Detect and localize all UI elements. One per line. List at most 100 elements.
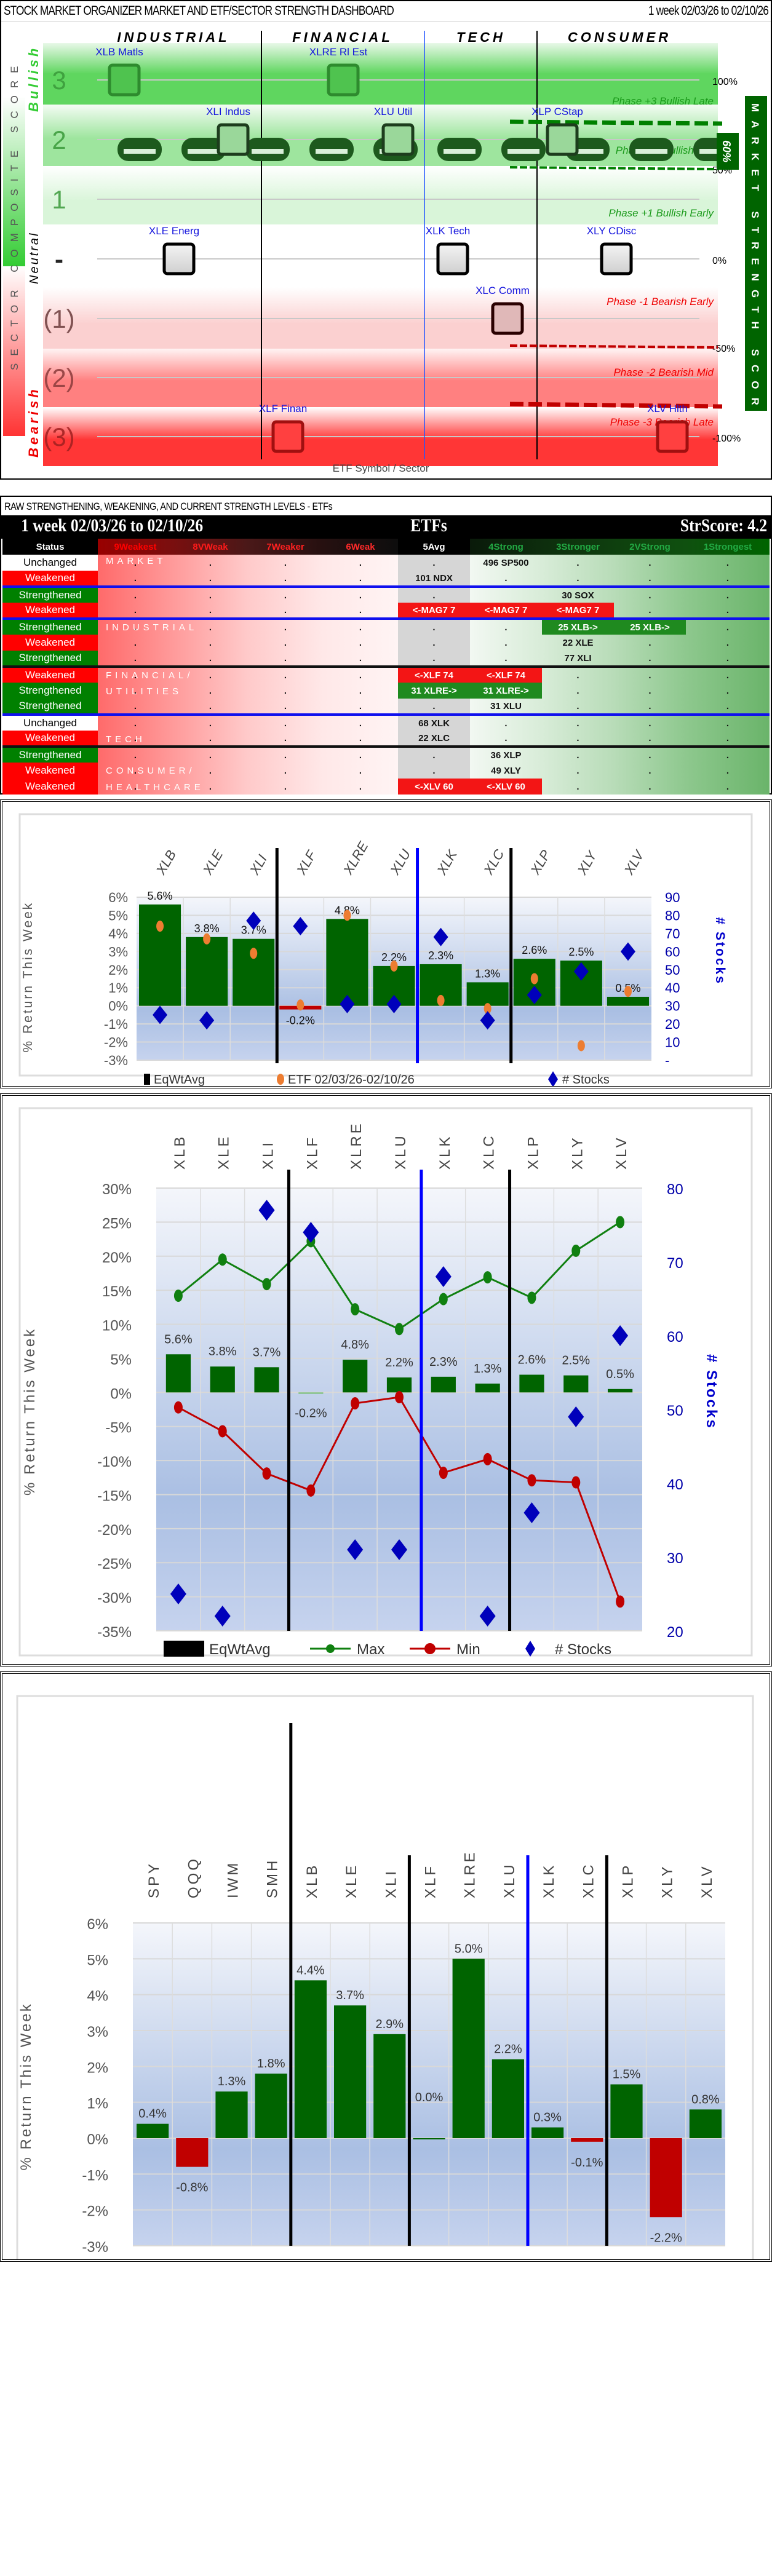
x-tick-label: IWM <box>225 1861 242 1898</box>
bar-data-label: 2.6% <box>518 1353 546 1367</box>
pct-label: 0% <box>712 256 726 266</box>
status-cell: Strengthened <box>2 747 98 763</box>
etf-return-point <box>343 910 351 921</box>
strength-cell: . <box>323 667 398 683</box>
strength-cell: . <box>323 715 398 731</box>
max-point <box>439 1293 448 1306</box>
strength-cell: . <box>686 715 770 731</box>
column-header: 9Weakest <box>98 539 173 555</box>
bar-eqwtavg <box>165 1354 191 1393</box>
table-row: Weakened.... <-MAG7 7 <-MAG7 7 <-MAG7 7.. <box>2 603 770 619</box>
min-point <box>527 1474 536 1487</box>
table-row: Strengthened..... 31 XLU... <box>2 699 770 715</box>
y-tick-label: 0% <box>108 999 128 1014</box>
table-row: Unchanged.... 68 XLK.... <box>2 715 770 731</box>
y2-tick-label: 70 <box>665 926 680 941</box>
strength-cell: . <box>173 779 248 795</box>
bearish-mid-line <box>509 344 718 349</box>
legend-swatch-stocks <box>548 1071 558 1087</box>
strength-cell: . <box>98 635 173 651</box>
strength-cell: . <box>323 651 398 667</box>
right-axis-title: MARKET STRENGTH SCORE <box>749 103 761 429</box>
y-tick-label: 20% <box>102 1250 132 1266</box>
bar-data-label: 2.3% <box>428 949 453 962</box>
strength-cell: . <box>614 667 686 683</box>
y2-tick-label: 80 <box>667 1181 683 1198</box>
bar-data-label: 0.0% <box>415 2091 444 2104</box>
strength-oval-bar <box>635 149 667 154</box>
min-point <box>571 1476 581 1489</box>
strength-cell: 31 XLU <box>470 699 542 715</box>
strength-cell: . <box>248 731 323 747</box>
strength-cell: . <box>98 587 173 603</box>
strength-oval-bar <box>316 149 348 154</box>
y-tick-label: -35% <box>97 1624 132 1641</box>
row-label: 1 <box>52 185 66 214</box>
strength-cell <box>470 587 542 603</box>
etf-return-point <box>577 1040 585 1052</box>
strength-cell: . <box>686 779 770 795</box>
x-tick-label: XLV <box>699 1864 715 1898</box>
column-header: 5Avg <box>398 539 470 555</box>
strength-cell: . <box>98 747 173 763</box>
status-cell: Weakened <box>2 603 98 619</box>
market-strength-upper-line <box>509 119 723 126</box>
y-tick-label: 6% <box>87 1916 108 1933</box>
strength-cell: . <box>398 747 470 763</box>
table-row: Strengthened...... 25 XLB-> 25 XLB->. <box>2 619 770 635</box>
strength-cell: <-XLV 60 <box>398 779 470 795</box>
group-label: MARKET <box>106 556 167 566</box>
group-label: FINANCIAL/ <box>106 670 194 681</box>
stock-count-point <box>435 1266 452 1287</box>
strength-cell: . <box>248 779 323 795</box>
strength-cell: . <box>614 555 686 571</box>
bar-return <box>137 2123 169 2138</box>
etf-marker <box>656 420 689 453</box>
bar-return <box>413 2138 445 2139</box>
table-row: Weakened..... 49 XLY... <box>2 763 770 779</box>
strength-cell: . <box>323 587 398 603</box>
group-label: UTILITIES <box>106 686 183 697</box>
x-axis-title: ETF Symbol / Sector <box>333 462 429 474</box>
strength-cell: . <box>686 603 770 619</box>
etf-return-point <box>296 999 304 1011</box>
y-tick-label: 2% <box>87 2059 108 2076</box>
legend-swatch-min-point <box>424 1643 436 1654</box>
y2-tick-label: 60 <box>667 1329 683 1345</box>
y-tick-label: 6% <box>108 890 128 905</box>
min-point <box>395 1391 404 1404</box>
y2-tick-label: 60 <box>665 944 680 959</box>
x-tick-label: XLC <box>580 1862 597 1898</box>
strength-oval-bar <box>444 149 476 154</box>
strength-cell: . <box>323 779 398 795</box>
bar-data-label: 1.5% <box>613 2068 641 2082</box>
bar-data-label: 0.4% <box>138 2107 167 2121</box>
min-point <box>483 1452 492 1465</box>
etf-label: XLC Comm <box>476 285 530 296</box>
row-label: 2 <box>52 125 66 154</box>
strength-cell: . <box>98 763 173 779</box>
strength-cell: . <box>248 667 323 683</box>
column-header-row: Status 9Weakest 8VWeak 7Weaker 6Weak 5Avg 4Str… <box>2 539 770 555</box>
max-point <box>262 1278 271 1291</box>
y-tick-label: -2% <box>104 1035 128 1050</box>
column-header: 6Weak <box>323 539 398 555</box>
bar-data-label: 1.3% <box>474 1362 502 1376</box>
status-cell: Weakened <box>2 635 98 651</box>
table-header-bar: 1 week 02/03/26 to 02/10/26 ETFs StrScor… <box>1 515 771 539</box>
strength-cell: . <box>542 555 614 571</box>
stock-count-point <box>523 1502 540 1523</box>
y2-tick-label: - <box>665 1053 669 1068</box>
strength-cell: . <box>323 571 398 587</box>
etf-label: XLU Util <box>374 106 412 117</box>
etf-marker <box>217 123 250 156</box>
legend-swatch-stocks <box>525 1641 535 1657</box>
y-tick-label: -15% <box>97 1488 132 1504</box>
strength-cell: . <box>173 763 248 779</box>
strength-cell: . <box>686 667 770 683</box>
strength-cell: . <box>398 587 470 603</box>
stock-count-point <box>303 1222 319 1243</box>
bar-eqwtavg <box>186 937 228 1006</box>
status-cell: Strengthened <box>2 619 98 635</box>
bar-return <box>689 2109 722 2138</box>
